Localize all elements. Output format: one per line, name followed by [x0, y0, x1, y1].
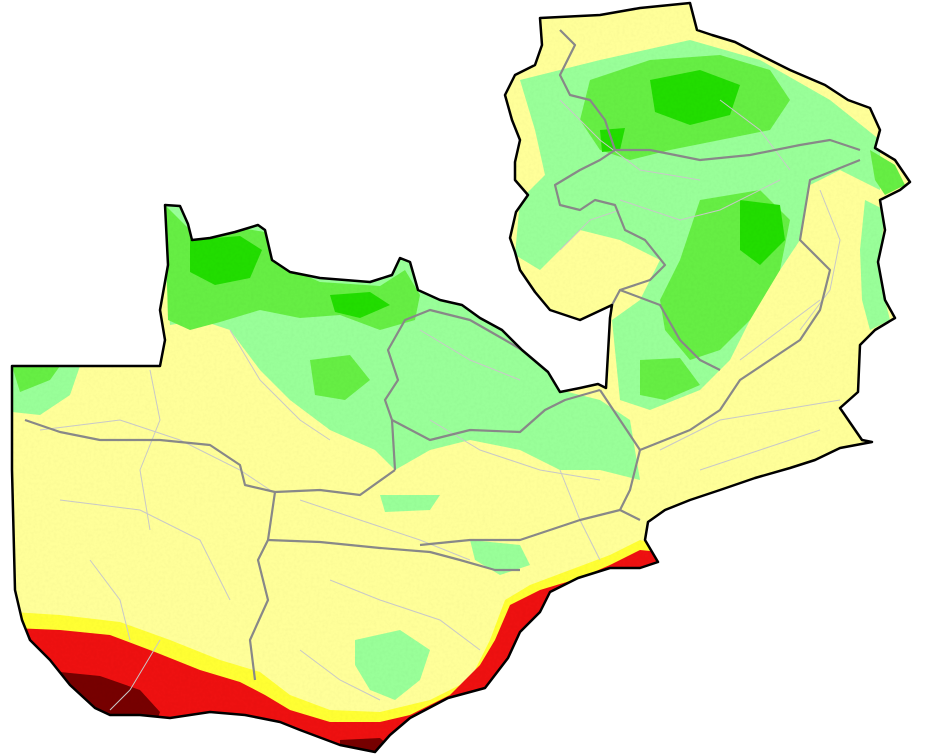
- district-boundaries: [39, 99, 841, 711]
- national-boundary: [10, 1, 912, 754]
- provincial-boundaries: [24, 29, 861, 681]
